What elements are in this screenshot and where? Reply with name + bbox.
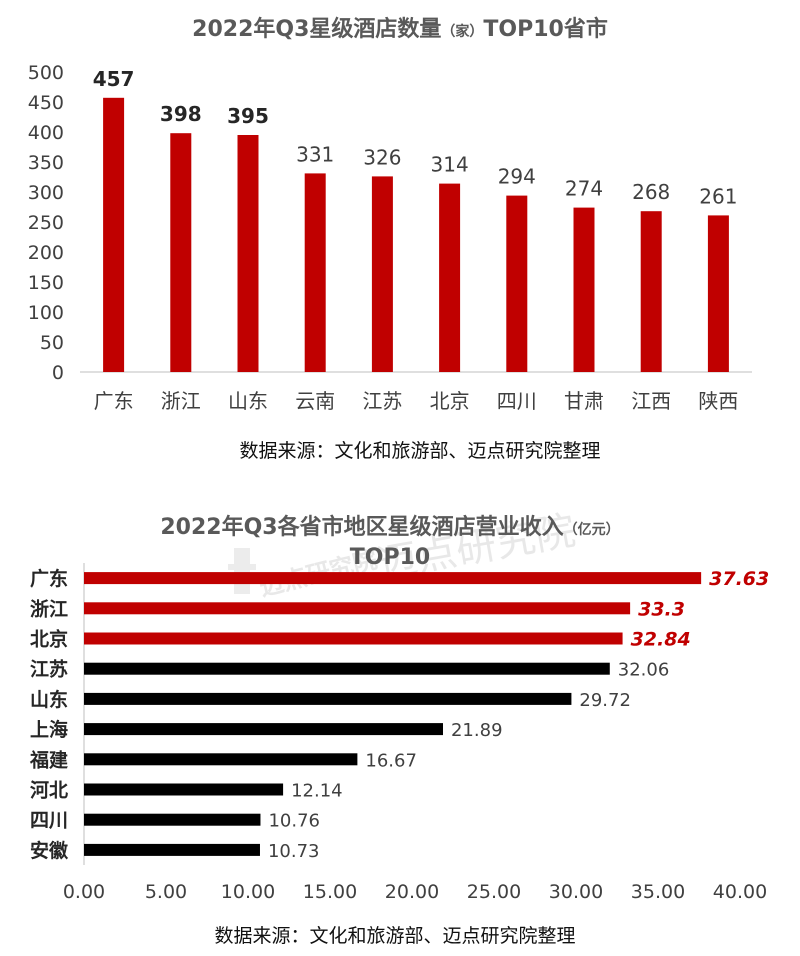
chart1-bar [707,215,729,372]
chart1-source: 数据来源：文化和旅游部、迈点研究院整理 [239,440,600,462]
chart1-data-label: 314 [431,153,469,177]
chart2-data-label: 16.67 [365,750,417,771]
chart2-bar [84,783,284,796]
chart1-y-tick-label: 100 [28,302,64,324]
chart2-data-label: 33.3 [638,598,685,620]
chart1-title-main: 2022年Q3星级酒店数量 [192,16,441,42]
chart2-data-label: 21.89 [451,720,503,741]
chart2-bars: 37.63 33.3 32.84 32.06 29.72 21.89 16.67 12.14 1… [84,568,769,862]
chart2-y-tick-label: 广东 [30,567,68,590]
chart1-x-tick-label: 陕西 [698,389,738,413]
chart2-data-label: 37.63 [709,568,769,590]
chart2-x-tick-label: 35.00 [631,881,685,903]
chart1-bar [371,176,393,372]
chart2-axes: 0.00 5.00 10.00 15.00 20.00 25.00 30.00 35.00 40… [29,563,767,903]
chart2-bar [84,632,623,645]
chart1-x-tick-label: 山东 [228,389,268,413]
chart2-data-label: 32.06 [618,660,670,681]
chart2-title: 2022年Q3各省市地区星级酒店营业收入（亿元） [160,514,619,540]
chart1-x-tick-label: 江苏 [362,389,402,413]
chart2-x-tick-label: 20.00 [385,881,439,903]
chart2-y-tick-label: 河北 [30,780,68,802]
chart1-bar [304,173,326,372]
chart2-bar [84,572,702,585]
chart2-data-label: 10.76 [268,811,320,832]
chart1-data-label: 261 [699,184,737,208]
hotel-count-chart: 2022年Q3星级酒店数量（家）TOP10省市 0 50 100 150 200 250 3… [28,16,752,462]
chart2-y-tick-label: 山东 [30,688,68,711]
chart2-bar [84,602,631,615]
chart2-title-main: 2022年Q3各省市地区星级酒店营业收入 [160,514,563,540]
chart1-x-tick-label: 广东 [94,389,134,413]
chart2-x-tick-label: 0.00 [63,881,105,903]
chart1-x-tick-label: 云南 [295,389,335,413]
chart2-bar [84,843,260,856]
chart1-bar [170,133,192,372]
chart2-x-tick-label: 40.00 [713,881,767,903]
chart1-y-tick-label: 450 [28,92,64,114]
chart1-x-tick-label: 甘肃 [564,389,604,413]
chart1-data-label: 326 [363,145,401,169]
chart1-axes: 0 50 100 150 200 250 300 350 400 450 500 广东 浙江 山东 云南 江苏… [28,62,752,413]
chart2-title-unit: （亿元） [564,521,620,538]
chart1-y-tick-label: 50 [40,332,64,354]
chart2-y-tick-label: 北京 [30,628,68,651]
chart1-y-tick-label: 300 [28,182,64,204]
chart1-x-tick-label: 北京 [430,389,470,413]
chart2-y-tick-label: 四川 [30,810,68,832]
chart1-bar [506,195,528,372]
chart1-y-tick-label: 250 [28,212,64,234]
chart1-bar [573,207,595,372]
chart1-data-label: 294 [498,165,536,189]
chart1-data-label: 398 [160,102,202,126]
chart2-y-tick-label: 江苏 [30,658,68,681]
chart1-x-tick-label: 江西 [631,389,671,413]
chart1-y-tick-label: 500 [28,62,64,84]
chart1-x-tick-label: 四川 [497,389,537,413]
chart1-bar [237,135,259,372]
chart1-data-label: 457 [93,67,135,91]
chart2-x-tick-label: 15.00 [303,881,357,903]
chart1-y-tick-label: 200 [28,242,64,264]
chart1-y-tick-label: 0 [52,362,64,384]
chart1-y-tick-label: 400 [28,122,64,144]
chart2-x-tick-label: 25.00 [467,881,521,903]
chart1-bar [640,211,662,372]
chart2-y-tick-label: 上海 [30,718,68,741]
chart1-x-tick-label: 浙江 [161,389,201,413]
chart1-data-label: 268 [632,180,670,204]
chart2-y-tick-label: 福建 [29,748,68,771]
chart2-x-tick-label: 5.00 [145,881,187,903]
chart1-bar [439,183,461,372]
chart2-bar [84,813,261,826]
chart2-bar [84,662,610,675]
chart2-x-tick-label: 10.00 [221,881,275,903]
chart2-source: 数据来源：文化和旅游部、迈点研究院整理 [214,925,575,947]
chart1-data-label: 274 [565,177,603,201]
chart2-bar [84,692,572,705]
chart2-x-tick-label: 30.00 [549,881,603,903]
chart1-title: 2022年Q3星级酒店数量（家）TOP10省市 [192,16,608,42]
chart2-title-line2: TOP10 [350,545,430,570]
chart2-bar [84,753,358,766]
chart1-bars: 457 398 395 331 326 314 294 274 268 261 [93,67,737,373]
chart2-y-tick-label: 浙江 [30,597,68,620]
hotel-revenue-chart: 迈点研究院 迈点研究院 2022年Q3各省市地区星级酒店营业收入（亿元） TOP… [29,508,769,947]
chart1-bar [103,97,125,373]
chart1-title-unit: （家） [441,23,483,40]
chart1-data-label: 395 [227,104,269,128]
chart2-data-label: 32.84 [631,629,691,651]
chart1-y-tick-label: 350 [28,152,64,174]
chart2-data-label: 29.72 [579,690,631,711]
chart1-data-label: 331 [296,142,334,166]
chart2-data-label: 12.14 [291,781,343,802]
chart2-bar [84,723,443,736]
chart1-title-tail: TOP10省市 [483,16,607,42]
chart2-data-label: 10.73 [268,841,320,862]
chart1-y-tick-label: 150 [28,272,64,294]
chart2-y-tick-label: 安徽 [30,839,69,862]
